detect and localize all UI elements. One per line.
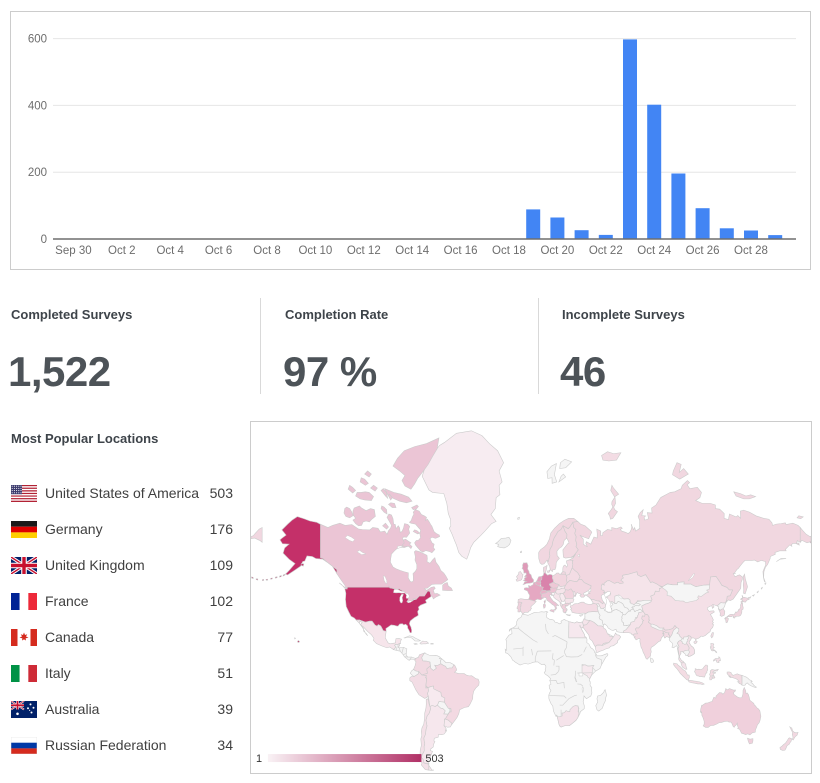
svg-text:400: 400: [28, 100, 47, 112]
svg-text:Oct 24: Oct 24: [637, 245, 671, 257]
svg-text:Oct 14: Oct 14: [395, 245, 429, 257]
svg-text:200: 200: [28, 167, 47, 179]
svg-text:Sep 30: Sep 30: [55, 245, 91, 257]
svg-text:Oct 22: Oct 22: [589, 245, 623, 257]
svg-text:503: 503: [425, 753, 443, 765]
svg-text:Oct 6: Oct 6: [205, 245, 232, 257]
svg-text:Oct 26: Oct 26: [686, 245, 720, 257]
svg-text:Oct 10: Oct 10: [298, 245, 332, 257]
svg-text:Oct 18: Oct 18: [492, 245, 526, 257]
svg-text:Oct 20: Oct 20: [540, 245, 574, 257]
svg-text:Oct 4: Oct 4: [156, 245, 184, 257]
svg-text:Oct 28: Oct 28: [734, 245, 768, 257]
svg-text:Oct 16: Oct 16: [444, 245, 478, 257]
svg-text:Oct 8: Oct 8: [253, 245, 280, 257]
svg-text:600: 600: [28, 34, 47, 46]
svg-text:1: 1: [256, 753, 262, 765]
svg-text:Oct 2: Oct 2: [108, 245, 135, 257]
svg-text:Oct 12: Oct 12: [347, 245, 381, 257]
svg-text:0: 0: [41, 234, 47, 246]
